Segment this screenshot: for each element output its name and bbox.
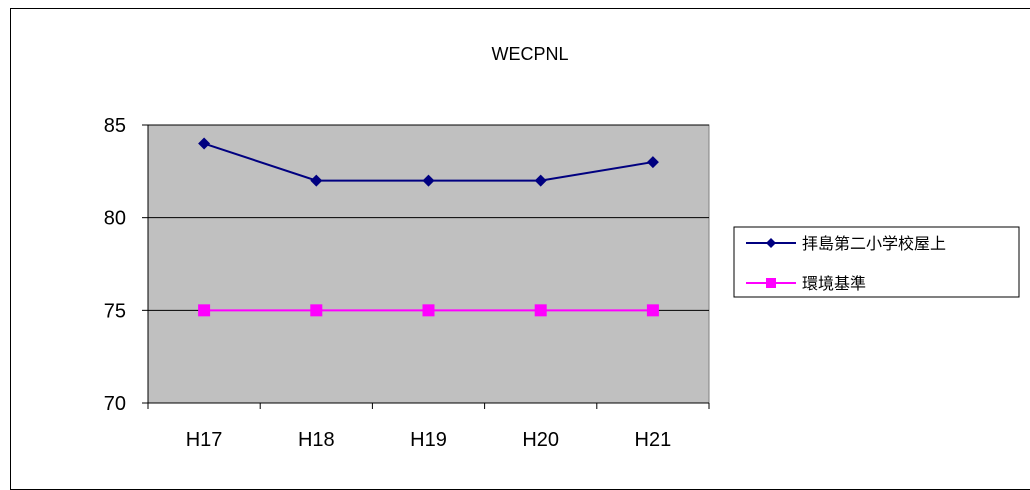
axes: 70 75 80 85 H17 H18 H19 H20 H21 bbox=[104, 115, 710, 451]
x-tick-label: H18 bbox=[298, 429, 335, 451]
series-2-point bbox=[422, 304, 435, 317]
y-tick-label: 70 bbox=[104, 393, 126, 415]
series-1-point bbox=[534, 174, 547, 187]
legend-marker bbox=[766, 278, 776, 288]
legend-box bbox=[733, 226, 1020, 298]
legend-marker bbox=[766, 238, 776, 248]
series-1-point bbox=[310, 174, 323, 187]
series-layer bbox=[198, 137, 659, 317]
x-tick-label: H17 bbox=[186, 429, 223, 451]
chart-title: WECPNL bbox=[491, 44, 568, 64]
x-tick-label: H20 bbox=[522, 429, 559, 451]
plot-area bbox=[147, 124, 710, 404]
y-tick-label: 75 bbox=[104, 300, 126, 322]
series-1-point bbox=[422, 174, 435, 187]
legend-item-2: 環境基準 bbox=[746, 274, 866, 293]
series-2 bbox=[198, 304, 659, 317]
series-2-point bbox=[534, 304, 547, 317]
y-tick-label: 80 bbox=[104, 208, 126, 230]
x-tick-label: H19 bbox=[410, 429, 447, 451]
series-2-point bbox=[310, 304, 323, 317]
series-1-point bbox=[198, 137, 211, 150]
legend-item-1: 拝島第二小学校屋上 bbox=[746, 235, 946, 253]
y-tick-label: 85 bbox=[104, 115, 126, 137]
legend-label: 環境基準 bbox=[802, 274, 866, 293]
x-tick-label: H21 bbox=[635, 429, 672, 451]
series-2-point bbox=[198, 304, 211, 317]
legend-label: 拝島第二小学校屋上 bbox=[802, 235, 946, 253]
series-1-point bbox=[646, 156, 659, 169]
series-1 bbox=[198, 137, 659, 187]
series-2-point bbox=[646, 304, 659, 317]
